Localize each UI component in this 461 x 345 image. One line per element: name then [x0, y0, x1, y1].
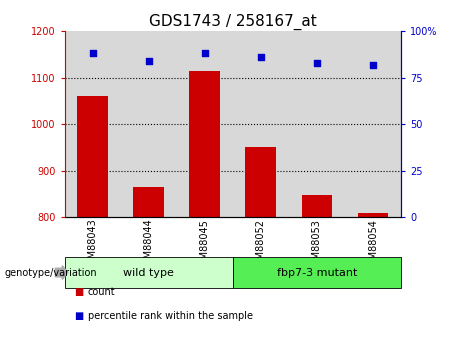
Text: ■: ■: [74, 287, 83, 296]
Bar: [233, 257, 401, 288]
Text: fbp7-3 mutant: fbp7-3 mutant: [277, 268, 357, 277]
Text: wild type: wild type: [123, 268, 174, 277]
Point: [369, 62, 377, 67]
Point: [257, 55, 265, 60]
Bar: [65, 31, 121, 217]
Bar: [121, 31, 177, 217]
Bar: [133, 187, 164, 217]
Bar: [65, 257, 233, 288]
Text: ■: ■: [74, 311, 83, 321]
Bar: [233, 31, 289, 217]
Bar: [289, 31, 345, 217]
Text: count: count: [88, 287, 115, 296]
Bar: [177, 31, 233, 217]
Bar: [77, 96, 108, 217]
Point: [313, 60, 321, 66]
Point: [89, 51, 96, 56]
Bar: [245, 148, 276, 217]
Text: percentile rank within the sample: percentile rank within the sample: [88, 311, 253, 321]
Title: GDS1743 / 258167_at: GDS1743 / 258167_at: [149, 13, 317, 30]
Bar: [345, 31, 401, 217]
Bar: [358, 213, 389, 217]
Bar: [189, 71, 220, 217]
Point: [145, 58, 152, 63]
Point: [201, 51, 208, 56]
Text: genotype/variation: genotype/variation: [5, 268, 97, 277]
Bar: [301, 195, 332, 217]
